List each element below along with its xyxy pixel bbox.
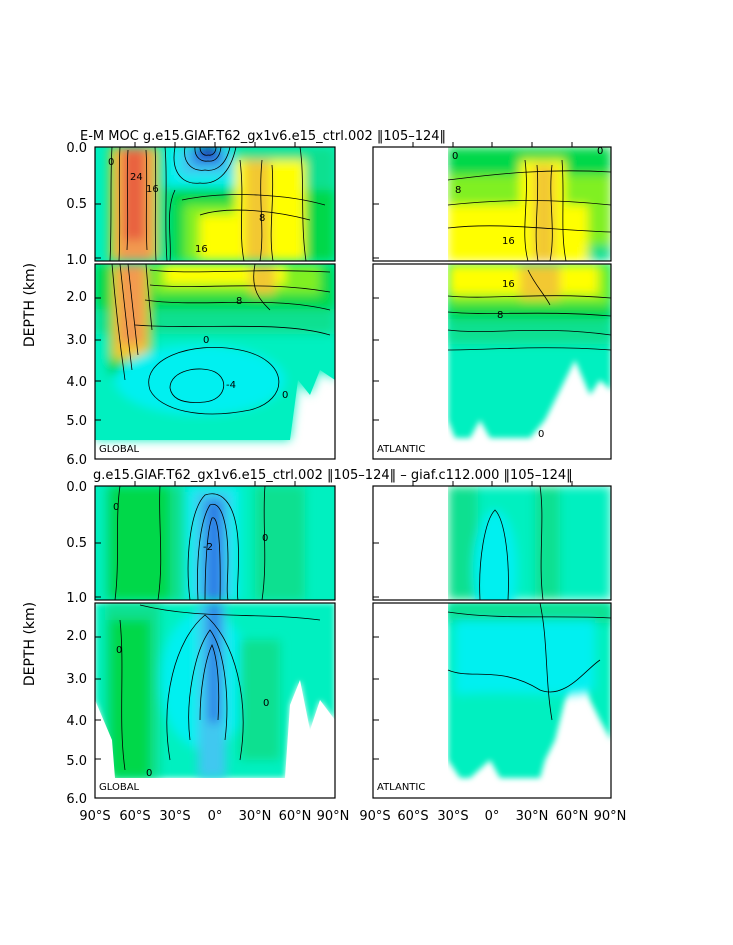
bottom-global-lower-field <box>95 603 335 798</box>
bottom-global-lower-frame <box>94 602 336 799</box>
bottom-global-lower-labels: 0 0 0 <box>116 645 269 779</box>
bottom-global-region-label: GLOBAL <box>99 782 140 793</box>
bottom-atlantic-lower-frame <box>372 602 612 799</box>
x-tick-atlantic-60N: 60°N <box>556 809 589 824</box>
svg-text:-4: -4 <box>226 380 236 391</box>
y-tick-bottom-0.5: 0.5 <box>66 536 87 551</box>
svg-text:24: 24 <box>130 172 143 183</box>
top-global-lower-labels: 8 0 -4 0 <box>203 296 288 401</box>
bottom-atlantic-lower-field <box>373 603 611 798</box>
x-axis-labels: 90°S 60°S 30°S 0° 30°N 60°N 90°N 90°S 60… <box>79 809 626 824</box>
x-tick-atlantic-30S: 30°S <box>437 809 468 824</box>
svg-text:16: 16 <box>502 279 515 290</box>
svg-text:0: 0 <box>597 146 603 157</box>
y-axis-title-top: DEPTH (km) <box>22 263 38 347</box>
bottom-global-upper-field <box>95 486 335 600</box>
top-atlantic-lower-field <box>373 264 611 459</box>
x-tick-atlantic-60S: 60°S <box>397 809 428 824</box>
top-global-lower-field <box>95 264 335 459</box>
top-global-lower-frame <box>94 263 336 460</box>
y-tick-bottom-3.0: 3.0 <box>66 672 87 687</box>
x-tick-global-60N: 60°N <box>279 809 312 824</box>
top-atlantic-lower-labels: 16 8 0 <box>497 279 544 440</box>
top-atlantic-upper-contours <box>447 159 611 261</box>
svg-text:16: 16 <box>502 236 515 247</box>
svg-text:-2: -2 <box>203 542 213 553</box>
tick-marks <box>95 142 573 760</box>
top-title: E-M MOC g.e15.GIAF.T62_gx1v6.e15_ctrl.00… <box>80 129 446 144</box>
top-global-region-label: GLOBAL <box>99 444 140 455</box>
bottom-title: g.e15.GIAF.T62_gx1v6.e15_ctrl.002 ‖105–1… <box>93 468 573 483</box>
y-tick-bottom-2.0: 2.0 <box>66 629 87 644</box>
x-tick-global-90S: 90°S <box>79 809 110 824</box>
y-tick-bottom-5.0: 5.0 <box>66 754 87 769</box>
svg-text:0: 0 <box>108 157 114 168</box>
x-tick-atlantic-0: 0° <box>485 809 500 824</box>
x-tick-atlantic-90S: 90°S <box>359 809 390 824</box>
top-atlantic-lower-frame <box>372 263 612 460</box>
top-atlantic-region-label: ATLANTIC <box>377 444 425 455</box>
svg-text:16: 16 <box>195 244 208 255</box>
top-global-upper-contours <box>109 147 326 261</box>
svg-text:8: 8 <box>455 185 461 196</box>
top-atlantic-upper-field <box>373 147 611 261</box>
svg-text:0: 0 <box>538 429 544 440</box>
x-tick-global-30N: 30°N <box>239 809 272 824</box>
y-tick-top-3.0: 3.0 <box>66 333 87 348</box>
bottom-global-lower-contours <box>119 604 321 771</box>
y-tick-top-0.5: 0.5 <box>66 197 87 212</box>
y-tick-top-5.0: 5.0 <box>66 414 87 429</box>
bottom-global-upper-labels: 0 -2 0 <box>113 502 268 553</box>
x-tick-global-90N: 90°N <box>317 809 350 824</box>
y-tick-bottom-0.0: 0.0 <box>66 480 87 495</box>
svg-text:8: 8 <box>497 310 503 321</box>
svg-text:0: 0 <box>263 698 269 709</box>
svg-text:0: 0 <box>203 335 209 346</box>
y-tick-top-6.0: 6.0 <box>66 453 87 468</box>
svg-text:0: 0 <box>146 768 152 779</box>
bottom-atlantic-lower-contours <box>447 603 611 721</box>
y-axis-labels: DEPTH (km) DEPTH (km) 0.0 0.5 1.0 2.0 3.… <box>22 141 87 807</box>
svg-text:0: 0 <box>282 390 288 401</box>
svg-text:0: 0 <box>262 533 268 544</box>
x-tick-global-0: 0° <box>208 809 223 824</box>
top-atlantic-upper-labels: 8 16 0 0 <box>452 146 603 247</box>
y-axis-title-bottom: DEPTH (km) <box>22 602 38 686</box>
bottom-global-upper-contours <box>114 486 266 600</box>
y-tick-top-2.0: 2.0 <box>66 290 87 305</box>
x-tick-atlantic-30N: 30°N <box>516 809 549 824</box>
top-global-upper-field <box>95 147 335 261</box>
svg-text:8: 8 <box>259 213 265 224</box>
y-tick-top-0.0: 0.0 <box>66 141 87 156</box>
bottom-atlantic-region-label: ATLANTIC <box>377 782 425 793</box>
y-tick-bottom-4.0: 4.0 <box>66 714 87 729</box>
top-atlantic-lower-contours <box>447 269 611 351</box>
y-tick-bottom-1.0: 1.0 <box>66 591 87 606</box>
x-tick-global-60S: 60°S <box>119 809 150 824</box>
y-tick-top-4.0: 4.0 <box>66 375 87 390</box>
top-global-lower-contours <box>111 264 331 415</box>
bottom-atlantic-upper-contours <box>479 486 544 600</box>
bottom-atlantic-upper-field <box>373 486 611 600</box>
svg-text:16: 16 <box>146 184 159 195</box>
svg-text:8: 8 <box>236 296 242 307</box>
svg-text:0: 0 <box>452 151 458 162</box>
x-tick-atlantic-90N: 90°N <box>594 809 627 824</box>
svg-text:0: 0 <box>113 502 119 513</box>
x-tick-global-30S: 30°S <box>159 809 190 824</box>
top-global-upper-labels: 24 16 8 16 0 <box>108 157 265 255</box>
y-tick-bottom-6.0: 6.0 <box>66 792 87 807</box>
svg-text:0: 0 <box>116 645 122 656</box>
y-tick-top-1.0: 1.0 <box>66 253 87 268</box>
